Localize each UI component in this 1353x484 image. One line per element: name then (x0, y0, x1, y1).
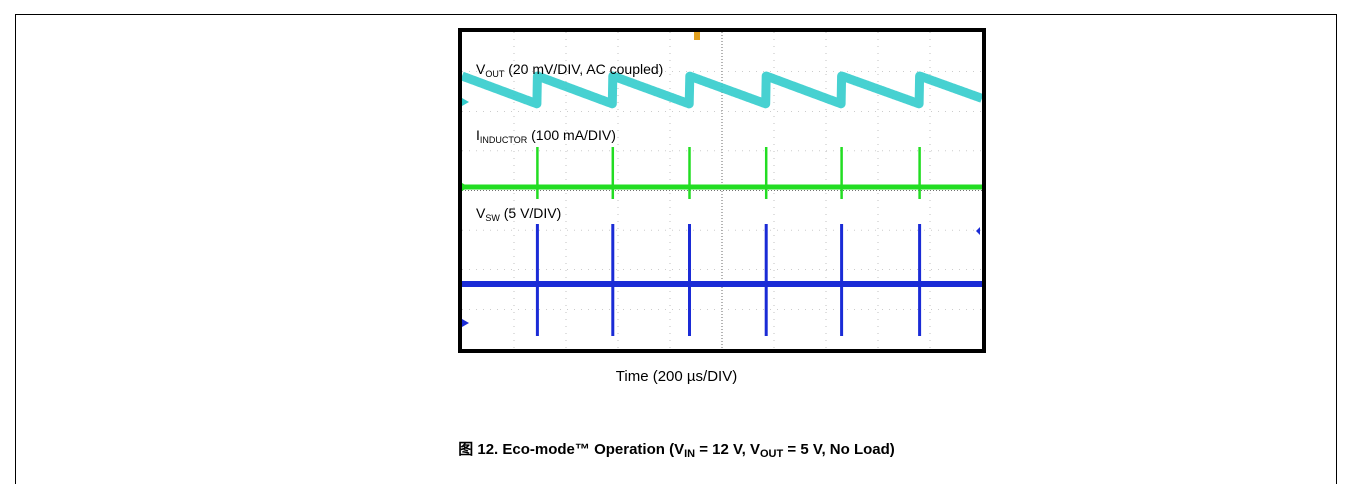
trigger-level-marker (976, 227, 980, 235)
channel-markers (462, 32, 980, 327)
scope-plot (462, 32, 982, 349)
trigger-marker (694, 32, 700, 40)
vout-trace-label: VOUT (20 mV/DIV, AC coupled) (476, 61, 664, 79)
figure-frame (15, 14, 1337, 484)
vsw-trace-label: VSW (5 V/DIV) (476, 205, 562, 223)
channel-1-marker (462, 319, 469, 327)
figure-caption: 图 12. Eco-mode™ Operation (VIN = 12 V, V… (458, 441, 895, 460)
channel-2-marker (462, 98, 469, 106)
grid (462, 32, 982, 349)
oscilloscope-screen (458, 28, 986, 353)
vout-trace (462, 71, 982, 109)
inductor-current-trace-label: IINDUCTOR (100 mA/DIV) (476, 127, 616, 145)
traces (462, 71, 982, 336)
x-axis-label: Time (200 µs/DIV) (615, 368, 738, 385)
channel-4-marker (462, 183, 469, 191)
